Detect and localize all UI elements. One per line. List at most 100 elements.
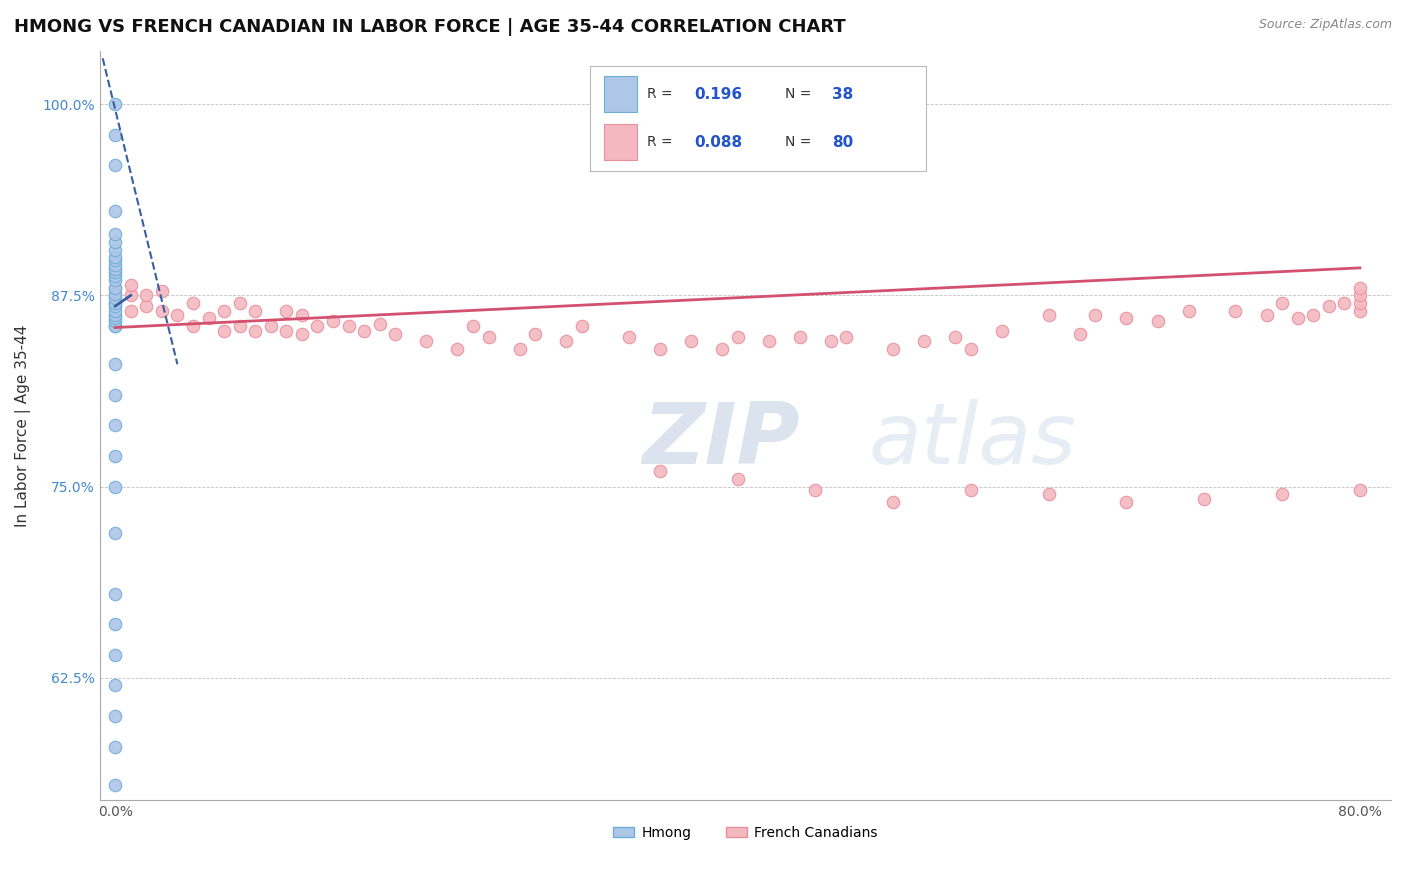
Point xyxy=(104,678,127,692)
Text: Source: ZipAtlas.com: Source: ZipAtlas.com xyxy=(1258,18,1392,31)
Point xyxy=(477,329,499,343)
Point xyxy=(104,303,127,318)
Point xyxy=(104,262,127,277)
Point xyxy=(1348,303,1371,318)
Point xyxy=(1177,303,1199,318)
Point xyxy=(104,97,127,112)
Point xyxy=(991,324,1014,338)
Point xyxy=(1348,281,1371,295)
Point xyxy=(104,709,127,723)
Point xyxy=(197,311,219,326)
Point xyxy=(104,525,127,540)
Point xyxy=(789,329,811,343)
Point xyxy=(104,268,127,283)
Point xyxy=(882,342,904,356)
Point xyxy=(509,342,531,356)
Point xyxy=(104,281,127,295)
Point xyxy=(181,318,204,333)
Point xyxy=(1115,495,1137,509)
Point xyxy=(1069,326,1091,341)
Point xyxy=(212,303,235,318)
Point xyxy=(135,299,157,313)
Point xyxy=(104,158,127,172)
Point xyxy=(166,308,188,322)
Point xyxy=(461,318,484,333)
Point xyxy=(212,324,235,338)
Point xyxy=(243,324,266,338)
Point xyxy=(648,342,671,356)
Point xyxy=(104,648,127,662)
Point xyxy=(648,464,671,478)
Point xyxy=(882,495,904,509)
Point xyxy=(679,334,702,349)
Point xyxy=(1348,288,1371,302)
Point xyxy=(727,472,749,486)
Point xyxy=(276,303,298,318)
Point xyxy=(104,128,127,142)
Point xyxy=(912,334,935,349)
Point xyxy=(1038,308,1060,322)
Point xyxy=(1317,299,1340,313)
Point xyxy=(1271,296,1294,310)
Point xyxy=(104,318,127,333)
Point xyxy=(727,329,749,343)
Point xyxy=(943,329,966,343)
Point xyxy=(1084,308,1107,322)
Point xyxy=(104,258,127,272)
Point xyxy=(104,587,127,601)
Point xyxy=(104,739,127,754)
Point xyxy=(104,292,127,306)
Point xyxy=(1146,314,1168,328)
Point xyxy=(835,329,858,343)
Point xyxy=(243,303,266,318)
Point xyxy=(307,318,329,333)
Point xyxy=(260,318,283,333)
Point xyxy=(291,308,314,322)
Point xyxy=(135,288,157,302)
Point xyxy=(804,483,827,497)
Point xyxy=(181,296,204,310)
Point xyxy=(104,778,127,792)
Point xyxy=(104,235,127,249)
Point xyxy=(104,265,127,279)
Point xyxy=(104,253,127,268)
Point xyxy=(571,318,593,333)
Point xyxy=(150,284,173,298)
Point xyxy=(104,314,127,328)
Point xyxy=(1115,311,1137,326)
Point xyxy=(368,318,391,332)
Point xyxy=(104,308,127,322)
Point xyxy=(1333,296,1355,310)
Point xyxy=(104,449,127,463)
Point xyxy=(104,286,127,301)
Point xyxy=(337,318,360,333)
Point xyxy=(104,617,127,632)
Point xyxy=(104,296,127,310)
Point xyxy=(1225,303,1247,318)
Point xyxy=(1194,491,1216,506)
Point xyxy=(1286,311,1309,326)
Point xyxy=(1038,487,1060,501)
Point xyxy=(1302,308,1324,322)
Point xyxy=(322,314,344,328)
Point xyxy=(384,326,406,341)
Point xyxy=(104,281,127,295)
Point xyxy=(104,311,127,326)
Point xyxy=(415,334,437,349)
Point xyxy=(1256,308,1278,322)
Point xyxy=(104,388,127,402)
Point xyxy=(104,250,127,264)
Point xyxy=(291,326,314,341)
Point xyxy=(104,204,127,219)
Legend: Hmong, French Canadians: Hmong, French Canadians xyxy=(607,821,883,846)
Point xyxy=(960,483,983,497)
Point xyxy=(104,318,127,333)
Point xyxy=(353,324,375,338)
Text: ZIP: ZIP xyxy=(643,399,800,482)
Text: HMONG VS FRENCH CANADIAN IN LABOR FORCE | AGE 35-44 CORRELATION CHART: HMONG VS FRENCH CANADIAN IN LABOR FORCE … xyxy=(14,18,846,36)
Point xyxy=(617,329,640,343)
Point xyxy=(820,334,842,349)
Point xyxy=(524,326,547,341)
Point xyxy=(104,480,127,494)
Point xyxy=(555,334,578,349)
